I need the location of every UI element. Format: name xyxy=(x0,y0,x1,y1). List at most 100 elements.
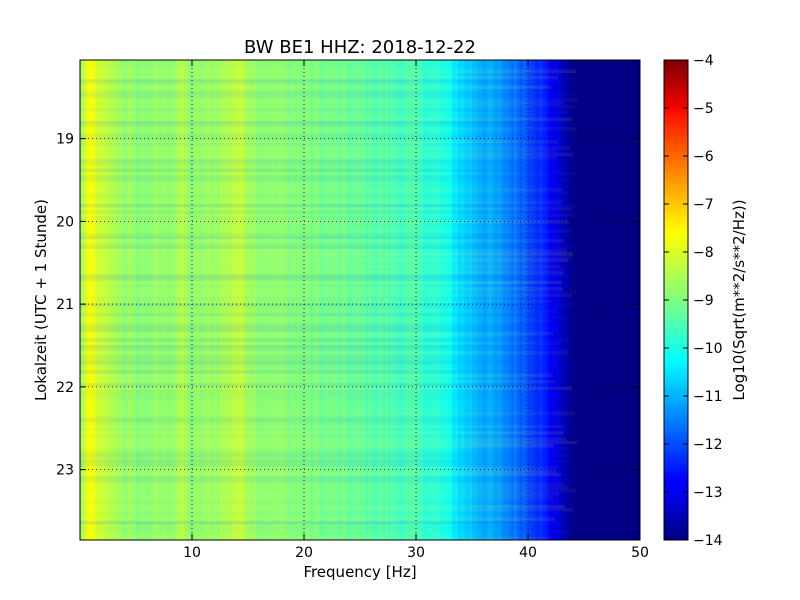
spectrogram-column xyxy=(402,60,406,540)
spectrogram-column xyxy=(141,60,145,540)
spectrogram-column xyxy=(458,60,462,540)
spectrogram-row xyxy=(80,130,575,133)
spectrogram-row xyxy=(80,133,554,137)
spectrogram-column xyxy=(404,60,408,540)
spectrogram-row xyxy=(80,182,568,185)
x-tick-label: 30 xyxy=(407,545,425,561)
spectrogram-row xyxy=(80,421,564,425)
spectrogram-row xyxy=(80,114,553,117)
spectrogram-column xyxy=(295,60,299,540)
spectrogram-column xyxy=(368,60,372,540)
spectrogram-row xyxy=(80,210,556,214)
spectrogram-row xyxy=(80,101,564,105)
spectrogram-column xyxy=(460,60,464,540)
spectrogram-row xyxy=(80,440,578,445)
x-tick-label: 40 xyxy=(519,545,537,561)
spectrogram-column xyxy=(172,60,176,540)
spectrogram-column xyxy=(564,60,568,540)
spectrogram-row xyxy=(80,268,564,271)
spectrogram-row xyxy=(80,149,556,153)
spectrogram-column xyxy=(130,60,134,540)
spectrogram-row xyxy=(80,194,554,198)
spectrogram-column xyxy=(281,60,285,540)
spectrogram-column xyxy=(357,60,361,540)
spectrogram-row xyxy=(80,508,574,512)
spectrogram-column xyxy=(337,60,341,540)
spectrogram-row xyxy=(80,79,562,83)
spectrogram-column xyxy=(430,60,434,540)
spectrogram-row xyxy=(80,390,577,393)
colorbar-tick-label: −7 xyxy=(693,197,714,213)
spectrogram-row xyxy=(80,325,556,329)
spectrogram-row xyxy=(80,127,578,131)
spectrogram-column xyxy=(399,60,403,540)
spectrogram-column xyxy=(528,60,532,540)
spectrogram-row xyxy=(80,447,570,450)
spectrogram-column xyxy=(138,60,142,540)
spectrogram-row xyxy=(80,63,563,66)
spectrogram-column xyxy=(348,60,352,540)
spectrogram-column xyxy=(525,60,529,540)
spectrogram-column xyxy=(418,60,422,540)
spectrogram-column xyxy=(455,60,459,540)
spectrogram-row xyxy=(80,111,568,114)
spectrogram-row xyxy=(80,418,566,422)
spectrogram-column xyxy=(421,60,425,540)
spectrogram-column xyxy=(497,60,501,540)
spectrogram-row xyxy=(80,239,565,243)
spectrogram-column xyxy=(575,60,579,540)
y-tick-label: 20 xyxy=(56,214,74,230)
spectrogram-column xyxy=(178,60,182,540)
spectrogram-row xyxy=(80,60,560,63)
spectrogram-row xyxy=(80,172,576,175)
spectrogram-column xyxy=(239,60,243,540)
spectrogram-row xyxy=(80,498,558,501)
spectrogram-column xyxy=(346,60,350,540)
spectrogram-row xyxy=(80,524,553,527)
spectrogram-column xyxy=(236,60,240,540)
spectrogram-column xyxy=(530,60,534,540)
spectrogram-row xyxy=(80,383,557,387)
spectrogram-column xyxy=(522,60,526,540)
spectrogram-column xyxy=(390,60,394,540)
spectrogram-row xyxy=(80,262,554,265)
spectrogram-column xyxy=(620,60,624,540)
spectrogram-column xyxy=(631,60,635,540)
spectrogram-row xyxy=(80,306,575,309)
spectrogram-column xyxy=(278,60,282,540)
spectrogram-column xyxy=(612,60,616,540)
spectrogram-column xyxy=(385,60,389,540)
spectrogram-column xyxy=(225,60,229,540)
spectrogram-row xyxy=(80,479,562,483)
spectrogram-column xyxy=(197,60,201,540)
spectrogram-column xyxy=(561,60,565,540)
spectrogram-column xyxy=(536,60,540,540)
spectrogram-row xyxy=(80,232,558,237)
spectrogram-row xyxy=(80,293,573,297)
spectrogram-column xyxy=(94,60,98,540)
spectrogram-column xyxy=(505,60,509,540)
spectrogram-row xyxy=(80,303,575,307)
spectrogram-column xyxy=(558,60,562,540)
spectrogram-column xyxy=(376,60,380,540)
spectrogram-column xyxy=(539,60,543,540)
spectrogram-row xyxy=(80,431,565,435)
spectrogram-row xyxy=(80,264,561,269)
spectrogram-column xyxy=(329,60,333,540)
spectrogram-column xyxy=(158,60,162,540)
spectrogram-column xyxy=(102,60,106,540)
spectrogram-row xyxy=(80,332,554,336)
spectrogram-row xyxy=(80,188,563,192)
spectrogram-row xyxy=(80,514,552,517)
spectrogram-column xyxy=(514,60,518,540)
spectrogram-row xyxy=(80,242,551,245)
spectrogram-column xyxy=(396,60,400,540)
spectrogram-row xyxy=(80,406,551,409)
y-axis-ticks: 19 20 21 22 23 xyxy=(56,132,640,479)
plot-area xyxy=(80,60,640,540)
spectrogram-row xyxy=(80,402,569,405)
spectrogram-column xyxy=(354,60,358,540)
spectrogram-row xyxy=(80,482,564,486)
spectrogram-column xyxy=(609,60,613,540)
colorbar-tick-label: −10 xyxy=(693,341,723,357)
